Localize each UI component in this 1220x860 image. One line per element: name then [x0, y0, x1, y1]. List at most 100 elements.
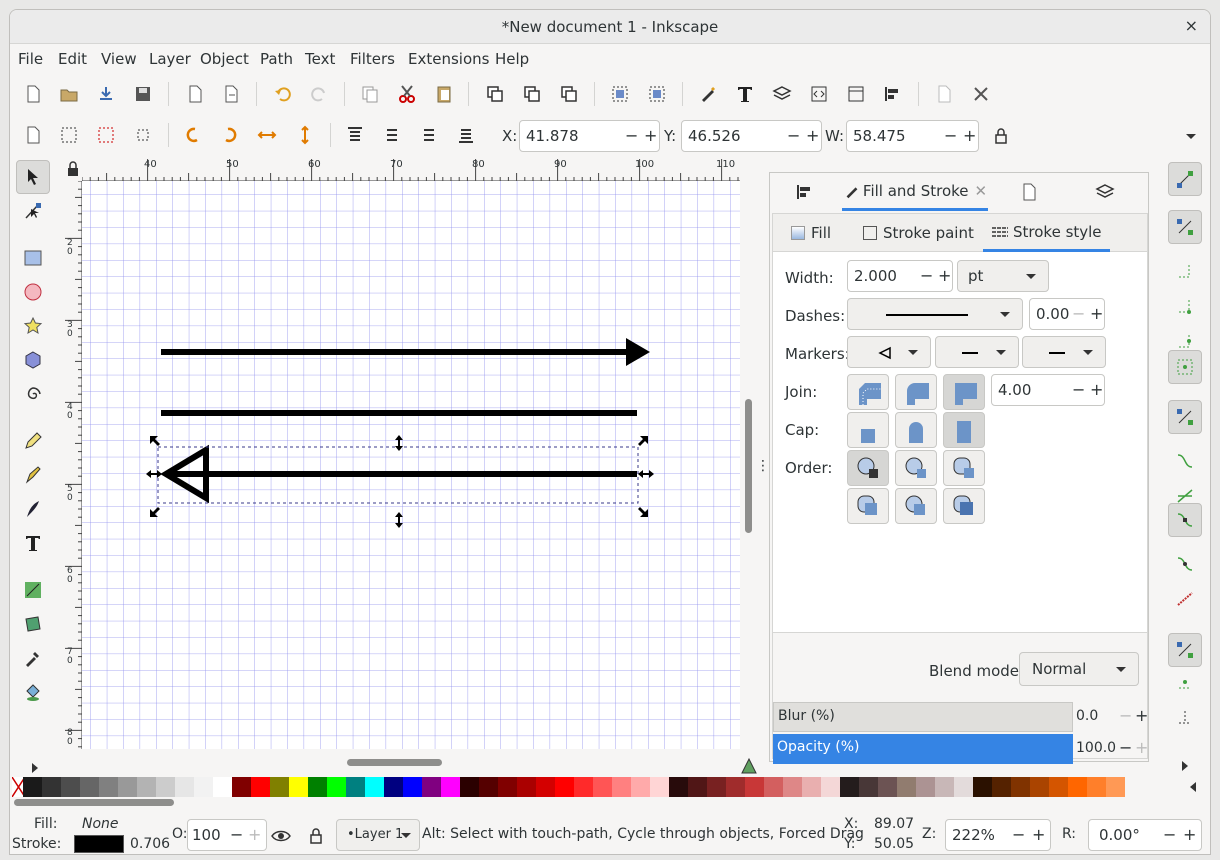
palette-swatch[interactable] — [42, 777, 61, 797]
order-button-6[interactable] — [943, 488, 985, 524]
palette-swatch[interactable] — [783, 777, 802, 797]
palette-swatch[interactable] — [669, 777, 688, 797]
cap-square-button[interactable] — [943, 412, 985, 448]
start-marker-select[interactable] — [847, 336, 931, 368]
new-document-icon[interactable] — [22, 83, 44, 105]
vertical-scroll-thumb[interactable] — [745, 399, 752, 533]
palette-swatch[interactable] — [346, 777, 365, 797]
fill-stroke-icon[interactable] — [697, 83, 719, 105]
redo-icon[interactable] — [308, 83, 330, 105]
opacity-increment[interactable]: + — [1135, 738, 1149, 757]
order-button-3[interactable] — [943, 450, 985, 486]
y-field[interactable]: 46.526 − + — [681, 120, 822, 152]
palette-scrollbar[interactable] — [14, 799, 174, 806]
end-marker-select[interactable] — [1022, 336, 1106, 368]
opacity-decrement[interactable]: − — [1119, 738, 1133, 757]
selection-handles[interactable] — [146, 435, 654, 528]
snap-path-icon[interactable] — [1174, 450, 1196, 472]
rotation-field[interactable]: 0.00° − + — [1088, 819, 1202, 851]
blur-decrement[interactable]: − — [1119, 706, 1133, 725]
palette-swatch[interactable] — [99, 777, 118, 797]
dash-offset-field[interactable]: 0.00 − + — [1029, 298, 1105, 330]
palette-swatch[interactable] — [574, 777, 593, 797]
3d-box-tool-icon[interactable] — [16, 343, 50, 377]
subtab-stroke-paint[interactable]: Stroke paint — [863, 214, 974, 252]
text-tool-icon[interactable] — [16, 526, 50, 560]
group-icon[interactable] — [609, 83, 631, 105]
select-all-icon[interactable] — [22, 124, 44, 146]
snap-nodes-icon[interactable] — [1168, 400, 1202, 434]
miter-increment[interactable]: + — [1090, 380, 1104, 399]
palette-swatch[interactable] — [384, 777, 403, 797]
cap-round-button[interactable] — [895, 412, 937, 448]
snap-line-midpoint-icon[interactable] — [1174, 588, 1196, 610]
y-increment[interactable]: + — [806, 126, 820, 145]
lock-icon[interactable] — [990, 125, 1012, 147]
palette-swatch[interactable] — [992, 777, 1011, 797]
menu-object[interactable]: Object — [200, 50, 249, 68]
width-decrement[interactable]: − — [920, 266, 934, 285]
ungroup-icon[interactable] — [646, 83, 668, 105]
menu-view[interactable]: View — [101, 50, 137, 68]
menu-edit[interactable]: Edit — [58, 50, 88, 68]
snap-bbox-edge-icon[interactable] — [1174, 260, 1196, 282]
visibility-eye-icon[interactable] — [270, 825, 292, 847]
align-distribute-icon[interactable] — [882, 83, 904, 105]
preferences-icon[interactable] — [970, 83, 992, 105]
menu-filters[interactable]: Filters — [350, 50, 395, 68]
status-opacity-field[interactable]: 100 − + — [187, 819, 267, 851]
snap-bbox-icon[interactable] — [1168, 210, 1202, 244]
gradient-tool-icon[interactable] — [16, 573, 50, 607]
snap-bbox-corner-icon[interactable] — [1174, 295, 1196, 317]
snap-object-center-icon[interactable] — [1174, 671, 1196, 693]
status-opacity-increment[interactable]: + — [248, 825, 262, 844]
palette-swatch[interactable] — [1049, 777, 1068, 797]
palette-swatch[interactable] — [118, 777, 137, 797]
palette-swatch[interactable] — [175, 777, 194, 797]
mesh-tool-icon[interactable] — [16, 607, 50, 641]
subtab-fill[interactable]: Fill — [791, 214, 831, 252]
tab-close-icon[interactable]: ✕ — [974, 181, 988, 200]
clone-icon[interactable] — [521, 83, 543, 105]
palette-swatch[interactable] — [23, 777, 42, 797]
x-increment[interactable]: + — [644, 126, 658, 145]
palette-swatch[interactable] — [270, 777, 289, 797]
menu-text[interactable]: Text — [305, 50, 336, 68]
palette-swatch[interactable] — [479, 777, 498, 797]
selector-tool-icon[interactable] — [16, 160, 50, 194]
palette-swatch[interactable] — [251, 777, 270, 797]
palette-swatch[interactable] — [764, 777, 783, 797]
dash-offset-decrement[interactable]: − — [1072, 304, 1086, 323]
text-font-icon[interactable] — [734, 83, 756, 105]
cap-butt-button[interactable] — [847, 412, 889, 448]
rotate-cw-icon[interactable] — [219, 124, 241, 146]
miter-decrement[interactable]: − — [1072, 380, 1086, 399]
palette-swatch[interactable] — [80, 777, 99, 797]
select-same-icon[interactable] — [95, 124, 117, 146]
zoom-increment[interactable]: + — [1032, 825, 1046, 844]
paste-icon[interactable] — [433, 83, 455, 105]
xml-editor-icon[interactable] — [808, 83, 830, 105]
zoom-decrement[interactable]: − — [1012, 825, 1026, 844]
join-round-button[interactable] — [895, 374, 937, 410]
snap-smooth-icon[interactable] — [1174, 553, 1196, 575]
palette-swatch[interactable] — [403, 777, 422, 797]
x-decrement[interactable]: − — [625, 126, 639, 145]
palette-swatch[interactable] — [707, 777, 726, 797]
miter-limit-field[interactable]: 4.00 − + — [991, 374, 1105, 406]
order-button-2[interactable] — [895, 450, 937, 486]
palette-swatch[interactable] — [1030, 777, 1049, 797]
palette-swatch[interactable] — [840, 777, 859, 797]
order-button-5[interactable] — [895, 488, 937, 524]
blur-slider[interactable]: Blur (%) — [773, 702, 1073, 732]
layer-lock-icon[interactable] — [305, 825, 327, 847]
flip-horizontal-icon[interactable] — [256, 124, 278, 146]
order-button-1[interactable] — [847, 450, 889, 486]
subtab-stroke-style[interactable]: Stroke style — [983, 214, 1110, 252]
snap-rotation-center-icon[interactable] — [1174, 706, 1196, 728]
snap-enable-icon[interactable] — [1168, 162, 1202, 196]
order-button-4[interactable] — [847, 488, 889, 524]
rotate-ccw-icon[interactable] — [182, 124, 204, 146]
star-tool-icon[interactable] — [16, 309, 50, 343]
drawing-canvas[interactable] — [82, 181, 740, 749]
